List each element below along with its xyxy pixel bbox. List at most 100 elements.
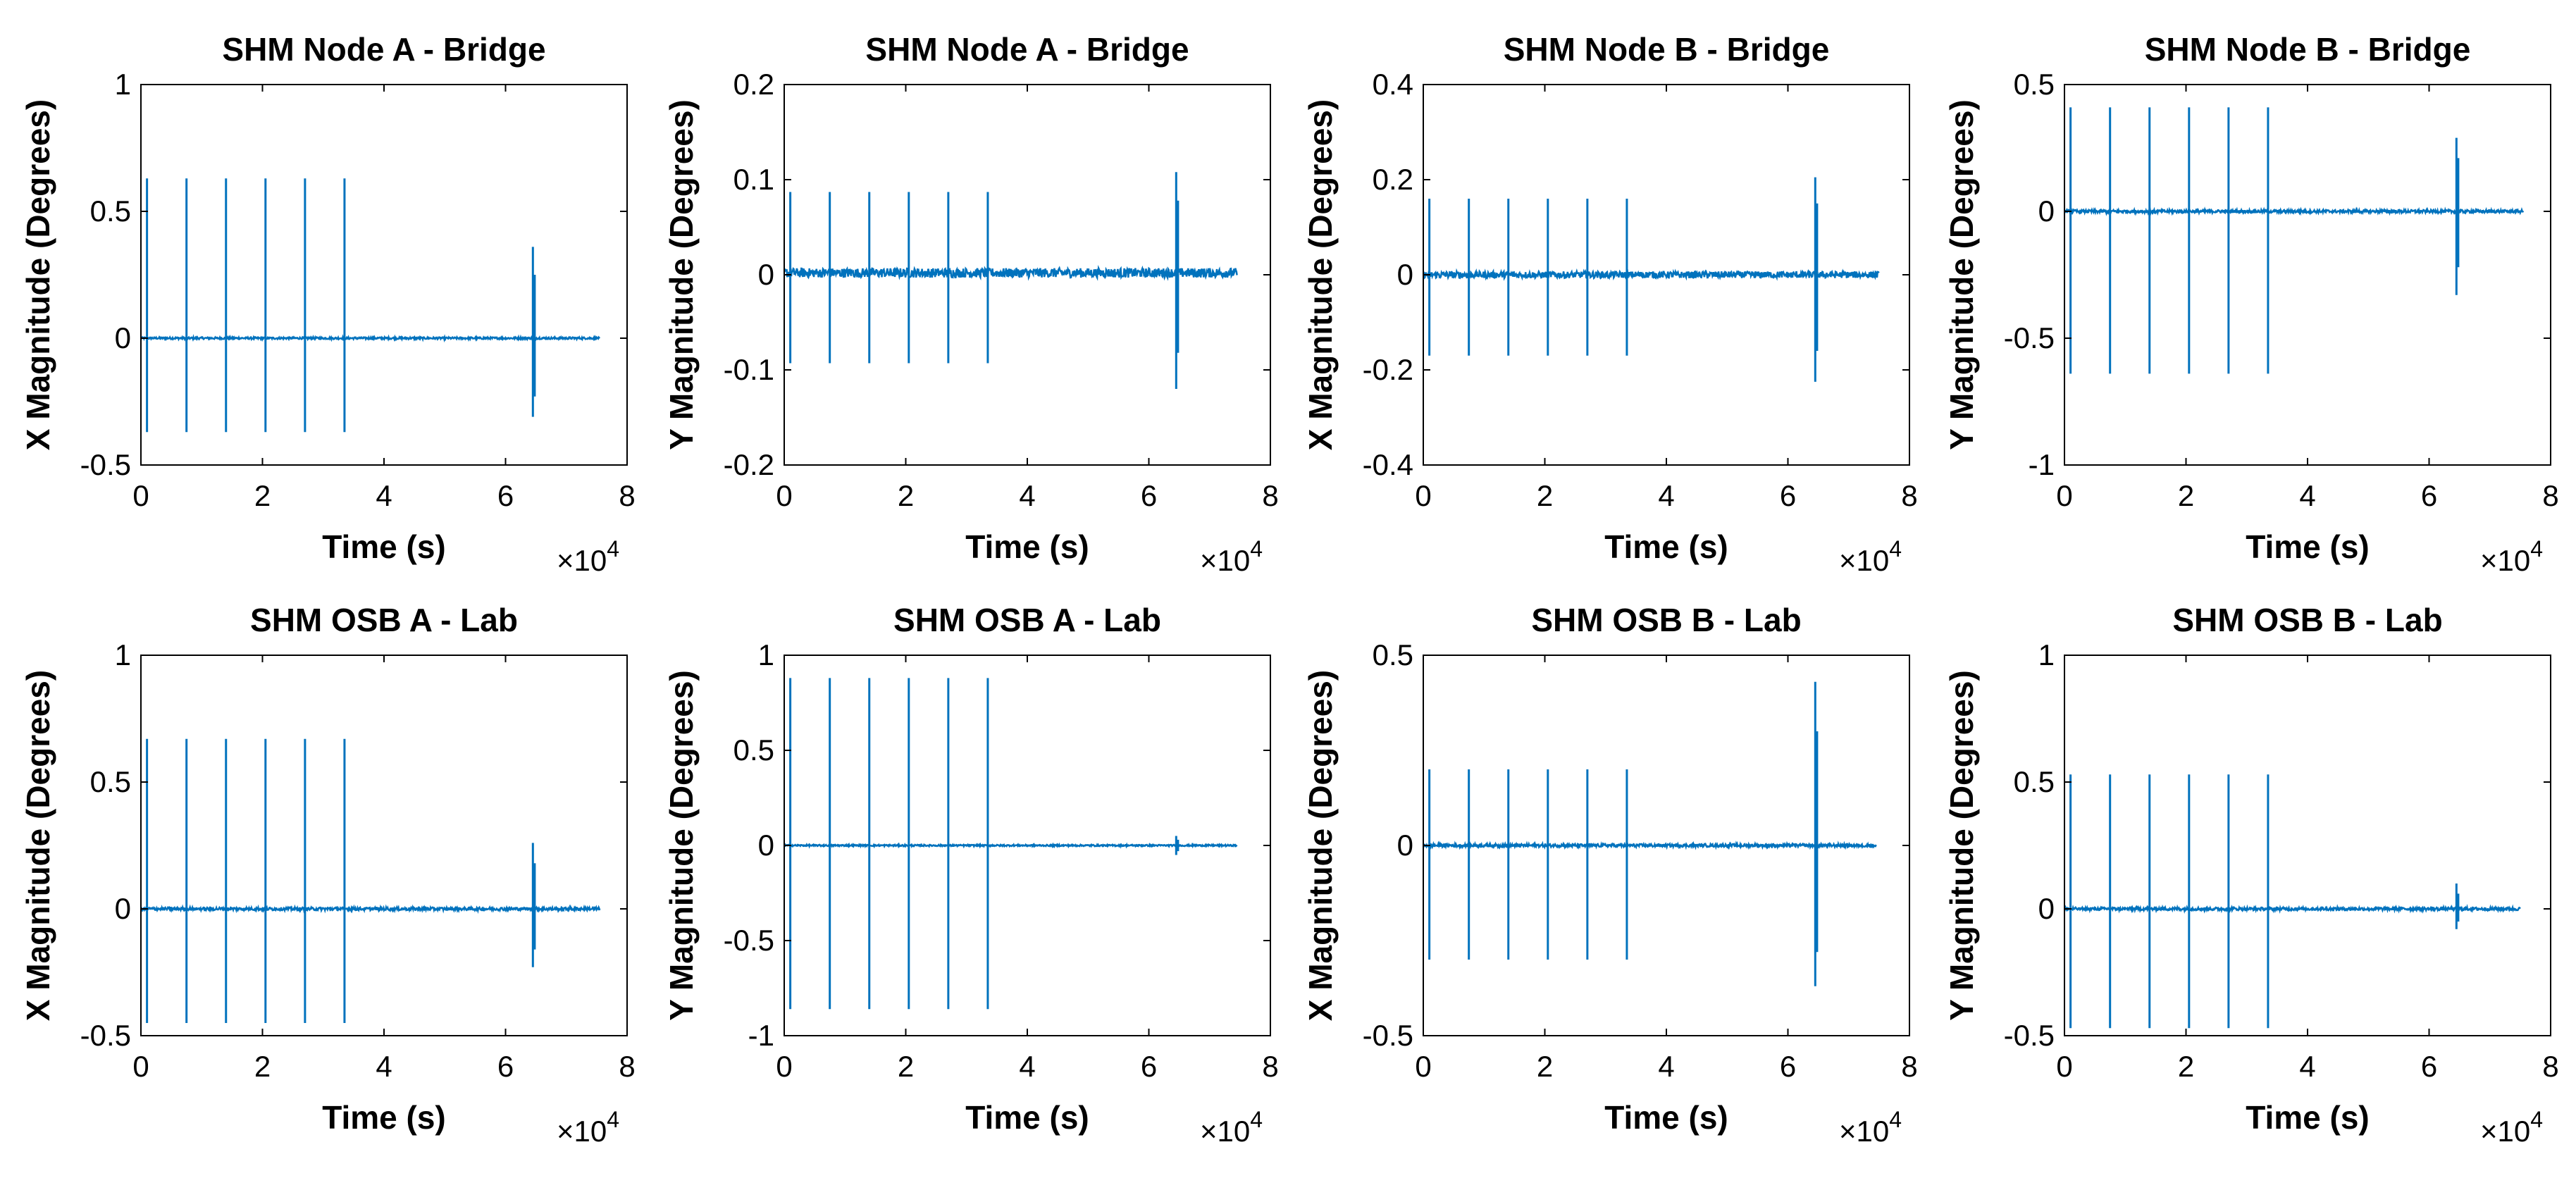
x-multiplier-exponent: 4: [1889, 536, 1902, 562]
series-baseline: [1423, 268, 1880, 281]
x-axis-label: Time (s): [2246, 1099, 2370, 1136]
y-tick-label: 0: [2038, 194, 2055, 228]
y-axis-label: Y Magnitude (Degrees): [663, 99, 700, 450]
x-tick-label: 0: [776, 479, 792, 512]
series-baseline: [784, 264, 1238, 281]
chart-title: SHM OSB A - Lab: [893, 602, 1161, 638]
x-tick-label: 4: [1019, 479, 1035, 512]
chart-panel-4: 0 2 4 6 8 -1 -0.5 0 0.5 SHM Node B - Bridge Time (…: [1943, 31, 2559, 577]
x-tick-label: 0: [1415, 479, 1431, 512]
plot-area: [141, 655, 627, 1036]
series-line: [2064, 774, 2521, 1029]
x-tick-label: 2: [2178, 479, 2194, 512]
x-axis-multiplier: ×104: [557, 1107, 619, 1148]
y-tick-label: 0: [1397, 829, 1413, 862]
chart-title: SHM Node A - Bridge: [222, 31, 545, 68]
y-tick-label: 0.5: [90, 765, 131, 798]
x-multiplier-base: ×10: [2480, 544, 2530, 577]
x-tick-label: 2: [1537, 1050, 1553, 1083]
y-tick-label: -0.5: [2004, 1019, 2055, 1052]
x-multiplier-exponent: 4: [1889, 1107, 1902, 1132]
x-multiplier-exponent: 4: [2530, 1107, 2543, 1132]
x-multiplier-base: ×10: [1200, 544, 1250, 577]
series-baseline: [2064, 206, 2525, 216]
chart-title: SHM OSB B - Lab: [2172, 602, 2442, 638]
x-tick-label: 8: [2542, 479, 2558, 512]
x-tick-label: 2: [898, 479, 914, 512]
x-tick-label: 8: [1901, 479, 1917, 512]
x-tick-label: 0: [2056, 1050, 2072, 1083]
x-axis-multiplier: ×104: [2480, 1107, 2543, 1148]
x-tick-label: 2: [254, 1050, 271, 1083]
x-axis-label: Time (s): [965, 1099, 1089, 1136]
x-axis-multiplier: ×104: [1839, 536, 1902, 577]
y-tick-label: 0.5: [1373, 638, 1413, 671]
x-tick-label: 8: [1262, 479, 1278, 512]
x-tick-label: 0: [132, 1050, 149, 1083]
y-tick-label: 0.4: [1373, 68, 1413, 101]
x-tick-label: 6: [1780, 1050, 1796, 1083]
y-tick-label: -0.2: [1363, 353, 1413, 386]
series-baseline: [141, 334, 601, 343]
y-tick-label: 0.5: [90, 194, 131, 228]
y-tick-label: 1: [115, 638, 131, 671]
y-axis-label: Y Magnitude (Degrees): [663, 670, 700, 1021]
y-tick-label: -0.1: [724, 353, 774, 386]
x-axis-multiplier: ×104: [1200, 536, 1263, 577]
x-axis-label: Time (s): [2246, 528, 2370, 565]
y-tick-label: -1: [748, 1019, 774, 1052]
x-tick-label: 4: [376, 1050, 392, 1083]
x-multiplier-exponent: 4: [2530, 536, 2543, 562]
x-tick-label: 2: [254, 479, 271, 512]
y-axis-label: X Magnitude (Degrees): [1302, 99, 1339, 450]
series-line: [141, 178, 601, 433]
x-tick-label: 0: [2056, 479, 2072, 512]
y-tick-label: 0: [2038, 892, 2055, 925]
x-tick-label: 4: [2299, 1050, 2315, 1083]
y-tick-label: 0.2: [1373, 163, 1413, 196]
series-line: [784, 172, 1238, 389]
x-axis-multiplier: ×104: [557, 536, 619, 577]
x-multiplier-exponent: 4: [607, 1107, 619, 1132]
y-tick-label: -0.5: [1363, 1019, 1413, 1052]
x-tick-label: 6: [497, 479, 514, 512]
y-axis-label: X Magnitude (Degrees): [20, 670, 56, 1021]
y-tick-label: 0.5: [733, 733, 774, 767]
x-tick-label: 6: [1141, 1050, 1157, 1083]
x-axis-multiplier: ×104: [1839, 1107, 1902, 1148]
series-baseline: [141, 904, 601, 914]
y-tick-label: -0.5: [724, 924, 774, 957]
y-tick-label: 0: [115, 892, 131, 925]
series-baseline: [784, 842, 1238, 849]
y-tick-label: 1: [2038, 638, 2055, 671]
chart-panel-3: 0 2 4 6 8 -0.4 -0.2 0 0.2 0.4 SHM Node B - Bridge T…: [1302, 31, 1918, 577]
x-tick-label: 4: [1658, 1050, 1674, 1083]
y-tick-label: -0.4: [1363, 448, 1413, 481]
y-axis-label: X Magnitude (Degrees): [1302, 670, 1339, 1021]
y-tick-label: 0: [758, 829, 774, 862]
y-tick-label: -0.2: [724, 448, 774, 481]
x-tick-label: 6: [1780, 479, 1796, 512]
chart-title: SHM Node B - Bridge: [2145, 31, 2471, 68]
y-tick-label: 0.5: [2014, 68, 2055, 101]
x-tick-label: 6: [497, 1050, 514, 1083]
x-axis-label: Time (s): [1604, 1099, 1728, 1136]
y-tick-label: 0: [758, 258, 774, 291]
chart-title: SHM Node B - Bridge: [1504, 31, 1830, 68]
y-tick-label: 0: [1397, 258, 1413, 291]
chart-title: SHM Node A - Bridge: [865, 31, 1189, 68]
x-multiplier-exponent: 4: [607, 536, 619, 562]
x-axis-label: Time (s): [322, 528, 446, 565]
x-tick-label: 8: [2542, 1050, 2558, 1083]
x-multiplier-base: ×10: [1839, 1115, 1889, 1148]
x-axis-multiplier: ×104: [2480, 536, 2543, 577]
x-multiplier-exponent: 4: [1250, 1107, 1263, 1132]
plot-area: [141, 85, 627, 465]
x-tick-label: 8: [1262, 1050, 1278, 1083]
x-tick-label: 2: [1537, 479, 1553, 512]
x-multiplier-exponent: 4: [1250, 536, 1263, 562]
